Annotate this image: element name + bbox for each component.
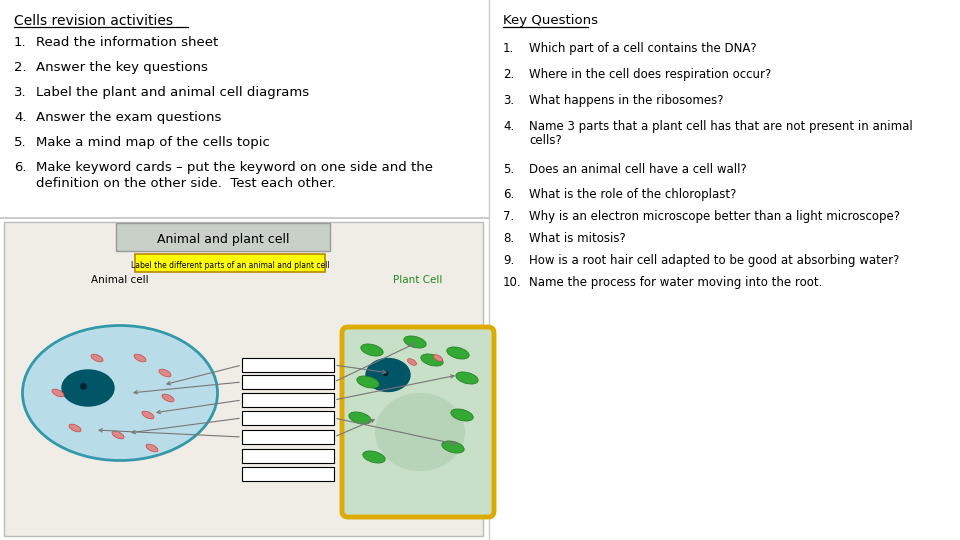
Text: 6.: 6. bbox=[14, 161, 27, 174]
Text: How is a root hair cell adapted to be good at absorbing water?: How is a root hair cell adapted to be go… bbox=[529, 254, 900, 267]
Ellipse shape bbox=[142, 411, 154, 419]
Text: 7.: 7. bbox=[503, 210, 515, 223]
FancyBboxPatch shape bbox=[342, 327, 494, 517]
Text: 4.: 4. bbox=[503, 120, 515, 133]
Text: 8.: 8. bbox=[503, 232, 515, 245]
Text: 5.: 5. bbox=[503, 163, 515, 176]
Text: Where in the cell does respiration occur?: Where in the cell does respiration occur… bbox=[529, 68, 771, 81]
Ellipse shape bbox=[456, 372, 478, 384]
Text: 2.: 2. bbox=[14, 61, 27, 74]
Ellipse shape bbox=[434, 355, 443, 361]
Ellipse shape bbox=[375, 393, 465, 471]
Text: Name 3 parts that a plant cell has that are not present in animal: Name 3 parts that a plant cell has that … bbox=[529, 120, 913, 133]
Ellipse shape bbox=[162, 394, 174, 402]
Text: Which part of a cell contains the DNA?: Which part of a cell contains the DNA? bbox=[529, 42, 756, 55]
Ellipse shape bbox=[91, 354, 103, 362]
Text: 3.: 3. bbox=[503, 94, 515, 107]
Text: Plant Cell: Plant Cell bbox=[394, 275, 443, 285]
Text: 1.: 1. bbox=[503, 42, 515, 55]
Ellipse shape bbox=[134, 354, 146, 362]
FancyBboxPatch shape bbox=[242, 375, 334, 389]
Text: What is the role of the chloroplast?: What is the role of the chloroplast? bbox=[529, 188, 736, 201]
Ellipse shape bbox=[451, 409, 473, 421]
Ellipse shape bbox=[446, 347, 469, 359]
Text: 1.: 1. bbox=[14, 36, 27, 49]
Text: 9.: 9. bbox=[503, 254, 515, 267]
Text: Answer the key questions: Answer the key questions bbox=[36, 61, 208, 74]
Text: What happens in the ribosomes?: What happens in the ribosomes? bbox=[529, 94, 724, 107]
Ellipse shape bbox=[442, 441, 465, 453]
FancyBboxPatch shape bbox=[4, 222, 483, 536]
Text: Cells revision activities: Cells revision activities bbox=[14, 14, 173, 28]
Ellipse shape bbox=[112, 431, 124, 439]
FancyBboxPatch shape bbox=[242, 467, 334, 481]
Ellipse shape bbox=[361, 344, 383, 356]
Text: 6.: 6. bbox=[503, 188, 515, 201]
Text: 10.: 10. bbox=[503, 276, 521, 289]
FancyBboxPatch shape bbox=[242, 411, 334, 425]
FancyBboxPatch shape bbox=[242, 358, 334, 372]
Text: cells?: cells? bbox=[529, 134, 562, 147]
Ellipse shape bbox=[62, 370, 114, 406]
Text: Answer the exam questions: Answer the exam questions bbox=[36, 111, 222, 124]
Text: 5.: 5. bbox=[14, 136, 27, 149]
Text: 4.: 4. bbox=[14, 111, 27, 124]
Ellipse shape bbox=[363, 451, 385, 463]
Text: Animal cell: Animal cell bbox=[91, 275, 149, 285]
Text: Make a mind map of the cells topic: Make a mind map of the cells topic bbox=[36, 136, 270, 149]
FancyBboxPatch shape bbox=[242, 449, 334, 463]
Text: What is mitosis?: What is mitosis? bbox=[529, 232, 626, 245]
Text: Label the different parts of an animal and plant cell: Label the different parts of an animal a… bbox=[131, 260, 329, 269]
Ellipse shape bbox=[159, 369, 171, 377]
Text: Label the plant and animal cell diagrams: Label the plant and animal cell diagrams bbox=[36, 86, 309, 99]
Ellipse shape bbox=[69, 424, 81, 432]
Ellipse shape bbox=[348, 412, 372, 424]
Text: 3.: 3. bbox=[14, 86, 27, 99]
Text: Why is an electron microscope better than a light microscope?: Why is an electron microscope better tha… bbox=[529, 210, 900, 223]
Text: Key Questions: Key Questions bbox=[503, 14, 598, 27]
FancyBboxPatch shape bbox=[242, 430, 334, 444]
Text: definition on the other side.  Test each other.: definition on the other side. Test each … bbox=[36, 177, 336, 190]
Ellipse shape bbox=[404, 336, 426, 348]
Text: Read the information sheet: Read the information sheet bbox=[36, 36, 218, 49]
Ellipse shape bbox=[420, 354, 444, 366]
Ellipse shape bbox=[52, 389, 64, 397]
FancyBboxPatch shape bbox=[116, 223, 330, 251]
FancyBboxPatch shape bbox=[135, 254, 325, 272]
Text: 2.: 2. bbox=[503, 68, 515, 81]
Ellipse shape bbox=[146, 444, 158, 452]
Text: Make keyword cards – put the keyword on one side and the: Make keyword cards – put the keyword on … bbox=[36, 161, 433, 174]
Ellipse shape bbox=[22, 326, 218, 461]
FancyBboxPatch shape bbox=[242, 393, 334, 407]
Text: Does an animal cell have a cell wall?: Does an animal cell have a cell wall? bbox=[529, 163, 747, 176]
Text: Animal and plant cell: Animal and plant cell bbox=[156, 233, 289, 246]
Text: Name the process for water moving into the root.: Name the process for water moving into t… bbox=[529, 276, 823, 289]
Ellipse shape bbox=[366, 359, 410, 392]
Ellipse shape bbox=[357, 376, 379, 388]
Ellipse shape bbox=[407, 359, 417, 365]
